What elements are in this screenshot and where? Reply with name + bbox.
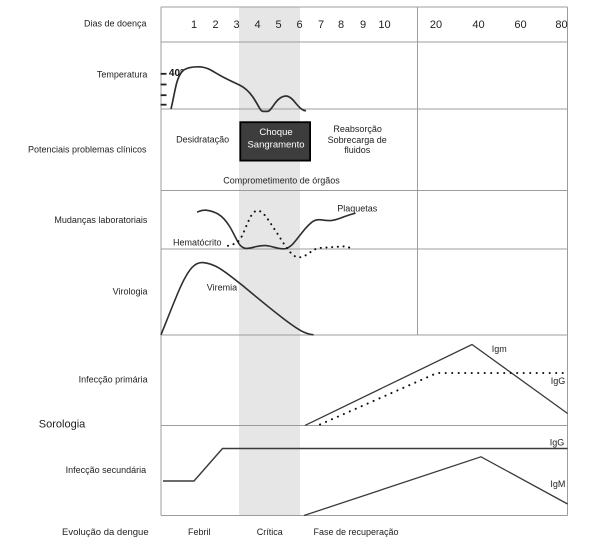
- svg-text:10: 10: [378, 19, 390, 31]
- svg-text:9: 9: [360, 19, 366, 31]
- svg-text:60: 60: [514, 19, 526, 31]
- svg-text:2: 2: [212, 19, 218, 31]
- svg-text:Fase de recuperação: Fase de recuperação: [313, 527, 398, 537]
- svg-text:Infecção secundária: Infecção secundária: [66, 465, 147, 475]
- svg-text:Viremia: Viremia: [207, 283, 237, 293]
- svg-text:8: 8: [338, 19, 344, 31]
- svg-text:Potenciais problemas clínicos: Potenciais problemas clínicos: [28, 145, 147, 155]
- svg-text:Febril: Febril: [188, 527, 211, 537]
- svg-text:Comprometimento de órgãos: Comprometimento de órgãos: [223, 176, 340, 186]
- svg-text:Plaquetas: Plaquetas: [337, 204, 378, 214]
- svg-text:Sangramento: Sangramento: [247, 140, 304, 151]
- svg-text:Sorologia: Sorologia: [39, 418, 86, 430]
- svg-text:Temperatura: Temperatura: [97, 69, 148, 79]
- svg-text:IgG: IgG: [551, 376, 566, 386]
- svg-text:IgM: IgM: [550, 479, 565, 489]
- svg-text:20: 20: [430, 19, 442, 31]
- svg-text:6: 6: [296, 19, 302, 31]
- svg-text:Hematócrito: Hematócrito: [173, 238, 222, 248]
- svg-text:1: 1: [191, 19, 197, 31]
- svg-text:Choque: Choque: [259, 127, 292, 138]
- svg-text:Reabsorção: Reabsorção: [333, 124, 382, 134]
- svg-text:Infecção primária: Infecção primária: [79, 374, 148, 384]
- svg-text:5: 5: [275, 19, 281, 31]
- svg-text:IgG: IgG: [550, 438, 565, 448]
- svg-text:40°: 40°: [169, 68, 184, 79]
- svg-text:Evolução da dengue: Evolução da dengue: [62, 527, 149, 538]
- svg-text:Virologia: Virologia: [113, 286, 148, 296]
- svg-text:Sobrecarga de: Sobrecarga de: [328, 135, 387, 145]
- svg-text:3: 3: [233, 19, 239, 31]
- svg-text:80: 80: [555, 19, 567, 31]
- svg-text:Crítica: Crítica: [257, 527, 283, 537]
- svg-text:7: 7: [318, 19, 324, 31]
- svg-text:4: 4: [254, 19, 260, 31]
- svg-text:40: 40: [472, 19, 484, 31]
- svg-text:fluidos: fluidos: [344, 145, 371, 155]
- svg-text:Dias de doença: Dias de doença: [84, 19, 147, 29]
- svg-text:Desidratação: Desidratação: [176, 135, 229, 145]
- svg-text:Igm: Igm: [492, 344, 507, 354]
- svg-text:Mudanças laboratoriais: Mudanças laboratoriais: [54, 215, 148, 225]
